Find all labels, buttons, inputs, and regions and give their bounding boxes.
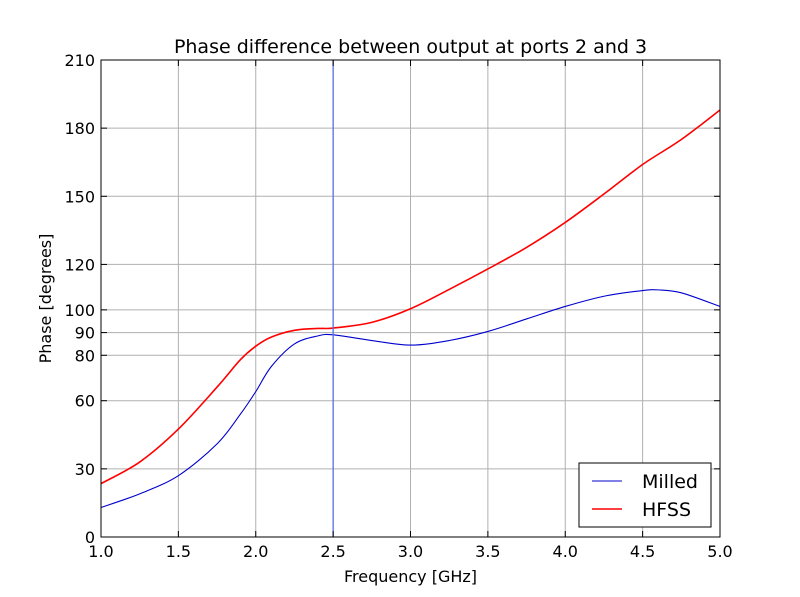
x-tick-label: 4.5 — [630, 542, 655, 561]
legend: Milled HFSS — [578, 462, 712, 528]
y-tick-label: 90 — [75, 324, 95, 343]
y-tick-label: 150 — [64, 187, 95, 206]
legend-label-milled: Milled — [642, 471, 698, 493]
x-tick-label: 5.0 — [707, 542, 732, 561]
x-tick-label: 4.0 — [553, 542, 578, 561]
x-tick-label: 2.0 — [243, 542, 268, 561]
legend-box — [578, 462, 712, 528]
y-tick-label: 100 — [64, 301, 95, 320]
y-axis-label: Phase [degrees] — [36, 234, 55, 364]
y-tick-label: 30 — [75, 460, 95, 479]
series-line-hfss — [100, 109, 721, 485]
x-tick-label: 3.0 — [398, 542, 423, 561]
y-tick-label: 120 — [64, 255, 95, 274]
x-tick-label: 3.5 — [475, 542, 500, 561]
y-tick-label: 60 — [75, 392, 95, 411]
x-tick-label: 1.0 — [88, 542, 113, 561]
legend-label-hfss: HFSS — [642, 499, 691, 521]
x-tick-label: 1.5 — [166, 542, 191, 561]
y-tick-label: 80 — [75, 346, 95, 365]
y-tick-label: 180 — [64, 119, 95, 138]
chart-title: Phase difference between output at ports… — [174, 36, 647, 58]
y-tick-label: 0 — [85, 528, 95, 547]
series-line-milled — [100, 289, 721, 508]
series-lines — [100, 109, 721, 508]
y-tick-label: 210 — [64, 51, 95, 70]
x-tick-label: 2.5 — [320, 542, 345, 561]
ticks: 1.0 1.5 2.0 2.5 3.0 3.5 4.0 4.5 5.0 0 30 60 80 90 100 1… — [64, 51, 732, 561]
x-axis-label: Frequency [GHz] — [344, 567, 477, 586]
